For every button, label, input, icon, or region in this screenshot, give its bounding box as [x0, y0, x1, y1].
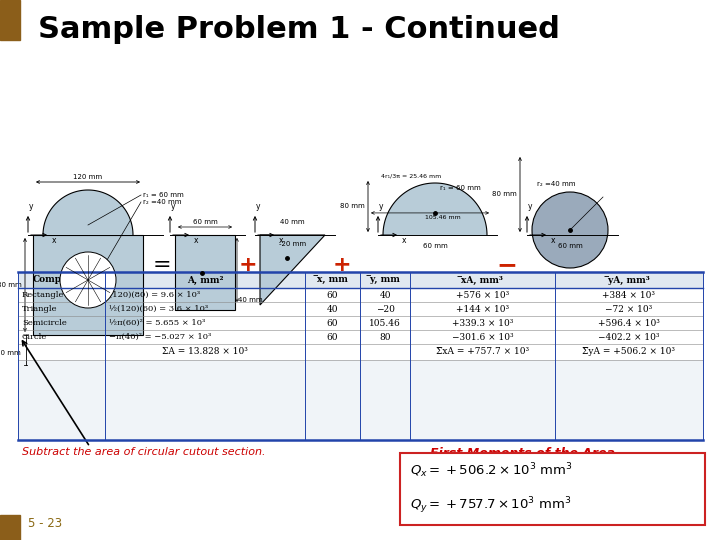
- Text: 40 mm: 40 mm: [280, 219, 305, 225]
- Text: x: x: [279, 236, 284, 245]
- Text: Σ̅xA = +757.7 × 10³: Σ̅xA = +757.7 × 10³: [436, 348, 529, 356]
- Bar: [175, 235, 235, 310]
- Text: Sample Problem 1 - Continued: Sample Problem 1 - Continued: [38, 15, 560, 44]
- Text: y: y: [528, 202, 533, 211]
- Text: Component: Component: [32, 275, 91, 285]
- Text: r₁ = 60 mm: r₁ = 60 mm: [143, 192, 184, 198]
- Text: 40: 40: [379, 291, 391, 300]
- Text: x: x: [402, 236, 407, 245]
- Text: (120)(80) = 9.6 × 10³: (120)(80) = 9.6 × 10³: [109, 291, 200, 299]
- Text: x: x: [194, 236, 199, 245]
- Text: +384 × 10³: +384 × 10³: [603, 291, 655, 300]
- Text: r₂ =40 mm: r₂ =40 mm: [537, 181, 575, 187]
- Text: Circle: Circle: [22, 333, 48, 341]
- Text: −72 × 10³: −72 × 10³: [606, 305, 652, 314]
- Text: 60 mm: 60 mm: [193, 219, 217, 225]
- Text: ̅x, mm: ̅x, mm: [317, 275, 348, 285]
- Text: ½(120)(60) = 3.6 × 10³: ½(120)(60) = 3.6 × 10³: [109, 305, 208, 313]
- Text: 60: 60: [327, 333, 338, 341]
- Bar: [0, 0, 20, 40]
- Text: Triangle: Triangle: [22, 305, 58, 313]
- Text: −20: −20: [376, 305, 395, 314]
- Text: 60 mm: 60 mm: [423, 243, 447, 249]
- Text: -20 mm: -20 mm: [279, 241, 306, 247]
- Text: 120 mm: 120 mm: [73, 174, 102, 180]
- Text: 4r₁/3π = 25.46 mm: 4r₁/3π = 25.46 mm: [381, 173, 441, 178]
- Text: First Moments of the Area: First Moments of the Area: [430, 447, 615, 460]
- Text: Subtract the area of circular cutout section.: Subtract the area of circular cutout sec…: [22, 447, 266, 457]
- Text: 60 mm: 60 mm: [0, 350, 21, 356]
- Circle shape: [532, 192, 608, 268]
- Text: ΣA = 13.828 × 10³: ΣA = 13.828 × 10³: [162, 348, 248, 356]
- Text: +: +: [333, 255, 351, 275]
- Text: =: =: [153, 255, 171, 275]
- Polygon shape: [383, 183, 487, 235]
- Polygon shape: [260, 235, 325, 305]
- Bar: [18, 272, 703, 288]
- Text: Semicircle: Semicircle: [22, 319, 67, 327]
- Text: y: y: [256, 202, 261, 211]
- Text: −402.2 × 10³: −402.2 × 10³: [598, 333, 660, 341]
- Text: 40: 40: [327, 305, 338, 314]
- Text: x: x: [52, 236, 56, 245]
- Circle shape: [60, 252, 116, 308]
- Text: −301.6 × 10³: −301.6 × 10³: [451, 333, 513, 341]
- Text: +339.3 × 10³: +339.3 × 10³: [452, 319, 513, 327]
- Text: Rectangle: Rectangle: [22, 291, 64, 299]
- Text: 60 mm: 60 mm: [557, 243, 582, 249]
- Text: y: y: [379, 202, 384, 211]
- Text: 80: 80: [379, 333, 391, 341]
- Text: +576 × 10³: +576 × 10³: [456, 291, 509, 300]
- Text: −π(40)² = −5.027 × 10³: −π(40)² = −5.027 × 10³: [109, 333, 211, 341]
- Text: 80 mm: 80 mm: [341, 204, 365, 210]
- Polygon shape: [43, 190, 133, 235]
- Text: 5 - 23: 5 - 23: [28, 517, 62, 530]
- Text: A, mm²: A, mm²: [186, 275, 223, 285]
- Text: Σ̅yA = +506.2 × 10³: Σ̅yA = +506.2 × 10³: [582, 348, 675, 356]
- Text: 40 mm: 40 mm: [238, 297, 263, 303]
- Text: 80 mm: 80 mm: [0, 282, 22, 288]
- Text: y: y: [29, 202, 34, 211]
- Text: ̅y, mm: ̅y, mm: [370, 275, 400, 285]
- Text: 105.46: 105.46: [369, 319, 401, 327]
- Text: 60: 60: [327, 319, 338, 327]
- Text: $Q_y = +757.7\times10^3\ \mathrm{mm}^3$: $Q_y = +757.7\times10^3\ \mathrm{mm}^3$: [410, 495, 572, 516]
- Text: +: +: [239, 255, 257, 275]
- Text: 80 mm: 80 mm: [492, 192, 517, 198]
- Text: −: −: [497, 253, 518, 277]
- Text: ̅xA, mm³: ̅xA, mm³: [462, 275, 503, 285]
- Text: r₂ =40 mm: r₂ =40 mm: [143, 199, 181, 205]
- Text: +144 × 10³: +144 × 10³: [456, 305, 509, 314]
- Bar: [0, 515, 20, 540]
- Text: $Q_x = +506.2\times10^3\ \mathrm{mm}^3$: $Q_x = +506.2\times10^3\ \mathrm{mm}^3$: [410, 461, 573, 480]
- Text: 105.46 mm: 105.46 mm: [425, 215, 461, 220]
- Bar: [33, 235, 143, 335]
- Text: x: x: [551, 236, 556, 245]
- Text: y: y: [171, 202, 176, 211]
- Text: r₁ = 60 mm: r₁ = 60 mm: [440, 185, 481, 191]
- Bar: [400, 453, 705, 525]
- Text: 60: 60: [327, 291, 338, 300]
- Bar: [18, 360, 703, 440]
- Text: ̅yA, mm³: ̅yA, mm³: [608, 275, 650, 285]
- Text: ½π(60)² = 5.655 × 10³: ½π(60)² = 5.655 × 10³: [109, 319, 205, 327]
- Text: +596.4 × 10³: +596.4 × 10³: [598, 319, 660, 327]
